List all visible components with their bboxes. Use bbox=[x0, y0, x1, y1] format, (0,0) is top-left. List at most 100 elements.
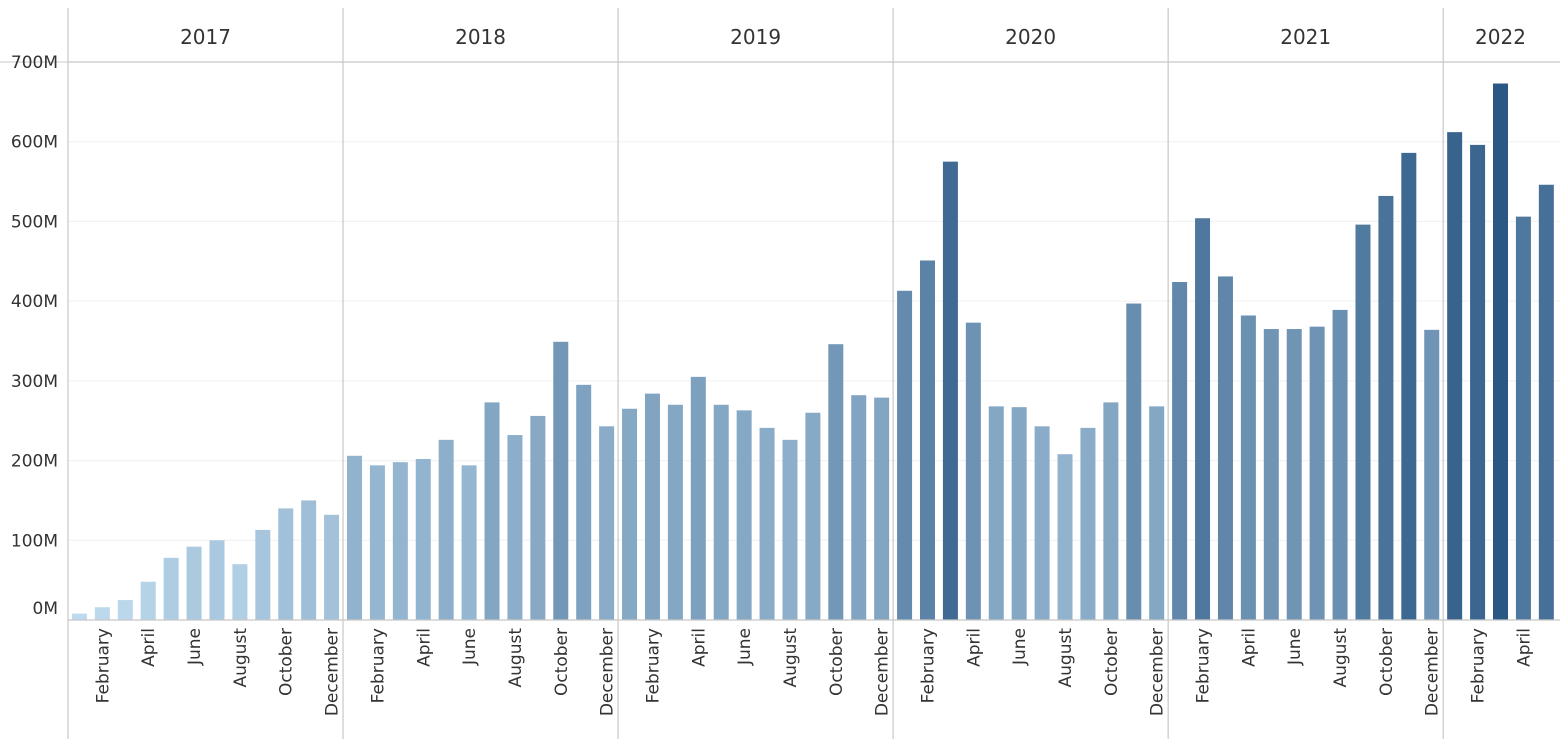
bar bbox=[140, 581, 156, 620]
x-tick-label: October bbox=[552, 628, 572, 696]
bar bbox=[461, 465, 477, 620]
bar bbox=[209, 540, 225, 620]
bar bbox=[324, 514, 340, 620]
bar bbox=[232, 564, 248, 620]
bar bbox=[599, 426, 615, 620]
x-tick-label: August bbox=[231, 628, 251, 688]
year-header-label: 2019 bbox=[730, 25, 781, 49]
x-tick-label: June bbox=[460, 628, 480, 666]
bar bbox=[1401, 152, 1417, 621]
y-tick-label: 0M bbox=[33, 599, 58, 619]
bar bbox=[874, 397, 890, 620]
bar bbox=[553, 341, 569, 620]
year-header-label: 2022 bbox=[1475, 25, 1526, 49]
y-tick-label: 300M bbox=[11, 372, 58, 392]
x-tick-label: December bbox=[323, 628, 343, 716]
bar bbox=[1195, 218, 1211, 621]
bar bbox=[301, 500, 317, 620]
year-header-label: 2017 bbox=[180, 25, 231, 49]
bar bbox=[736, 410, 752, 620]
bar bbox=[782, 439, 798, 620]
bar bbox=[805, 412, 821, 620]
year-header-label: 2020 bbox=[1005, 25, 1056, 49]
bar bbox=[278, 508, 294, 620]
bar bbox=[828, 344, 844, 620]
bar bbox=[1034, 426, 1050, 620]
x-tick-label: April bbox=[1514, 628, 1534, 667]
bar bbox=[1470, 144, 1486, 620]
bar bbox=[71, 613, 87, 620]
bar bbox=[1126, 303, 1142, 620]
bar bbox=[415, 458, 431, 620]
bar bbox=[1103, 402, 1119, 620]
x-tick-label: June bbox=[1285, 628, 1305, 666]
bar bbox=[920, 260, 935, 620]
bar bbox=[851, 395, 867, 620]
x-tick-label: February bbox=[1194, 628, 1214, 703]
y-tick-label: 200M bbox=[11, 452, 58, 472]
x-tick-label: October bbox=[277, 628, 297, 696]
x-tick-label: October bbox=[1102, 628, 1122, 696]
bar bbox=[530, 415, 546, 620]
bar bbox=[1332, 309, 1348, 620]
x-tick-label: August bbox=[1056, 628, 1076, 688]
bar bbox=[1378, 195, 1394, 621]
bar bbox=[255, 529, 271, 620]
x-tick-label: August bbox=[1331, 628, 1351, 688]
x-tick-label: June bbox=[1010, 628, 1030, 666]
x-tick-label: April bbox=[1239, 628, 1259, 667]
x-tick-label: April bbox=[964, 628, 984, 667]
x-tick-label: December bbox=[1423, 628, 1443, 716]
bar bbox=[94, 607, 110, 620]
x-tick-label: October bbox=[827, 628, 847, 696]
bar bbox=[163, 557, 179, 620]
x-tick-label: June bbox=[735, 628, 755, 666]
bar bbox=[942, 161, 958, 620]
bar bbox=[1493, 83, 1508, 621]
bar bbox=[965, 322, 981, 620]
bar bbox=[622, 408, 638, 620]
y-tick-label: 600M bbox=[11, 133, 58, 153]
x-tick-label: February bbox=[93, 628, 113, 703]
bar bbox=[392, 462, 408, 620]
bar bbox=[1217, 276, 1233, 620]
x-tick-label: April bbox=[689, 628, 709, 667]
x-tick-label: June bbox=[185, 628, 205, 666]
x-tick-label: December bbox=[1148, 628, 1168, 716]
x-tick-label: February bbox=[1469, 628, 1489, 703]
bar bbox=[1263, 329, 1279, 620]
year-header-label: 2021 bbox=[1280, 25, 1331, 49]
y-tick-label: 400M bbox=[11, 292, 58, 312]
x-tick-label: October bbox=[1377, 628, 1397, 696]
bar bbox=[369, 465, 385, 620]
bar bbox=[1538, 184, 1554, 620]
bar bbox=[713, 404, 729, 620]
x-tick-label: February bbox=[368, 628, 388, 703]
y-tick-label: 500M bbox=[11, 212, 58, 232]
x-tick-label: August bbox=[506, 628, 526, 688]
bar bbox=[484, 402, 500, 620]
bar bbox=[1286, 329, 1302, 620]
x-tick-label: February bbox=[919, 628, 939, 703]
bar bbox=[1172, 282, 1188, 620]
x-tick-label: August bbox=[781, 628, 801, 688]
bar bbox=[1080, 427, 1096, 620]
bar bbox=[1011, 407, 1027, 620]
bar bbox=[897, 290, 913, 620]
y-tick-label: 700M bbox=[11, 53, 58, 73]
bar bbox=[1309, 326, 1325, 620]
bar bbox=[690, 376, 706, 620]
bar bbox=[667, 404, 683, 620]
bar bbox=[1447, 132, 1463, 621]
bar bbox=[988, 406, 1004, 620]
bar bbox=[347, 455, 362, 620]
bar bbox=[1515, 216, 1531, 620]
bar bbox=[507, 435, 523, 620]
x-tick-label: December bbox=[598, 628, 618, 716]
bar bbox=[438, 439, 454, 620]
bar bbox=[1240, 315, 1256, 620]
y-tick-label: 100M bbox=[11, 531, 58, 551]
bar bbox=[117, 600, 133, 620]
x-tick-label: February bbox=[643, 628, 663, 703]
